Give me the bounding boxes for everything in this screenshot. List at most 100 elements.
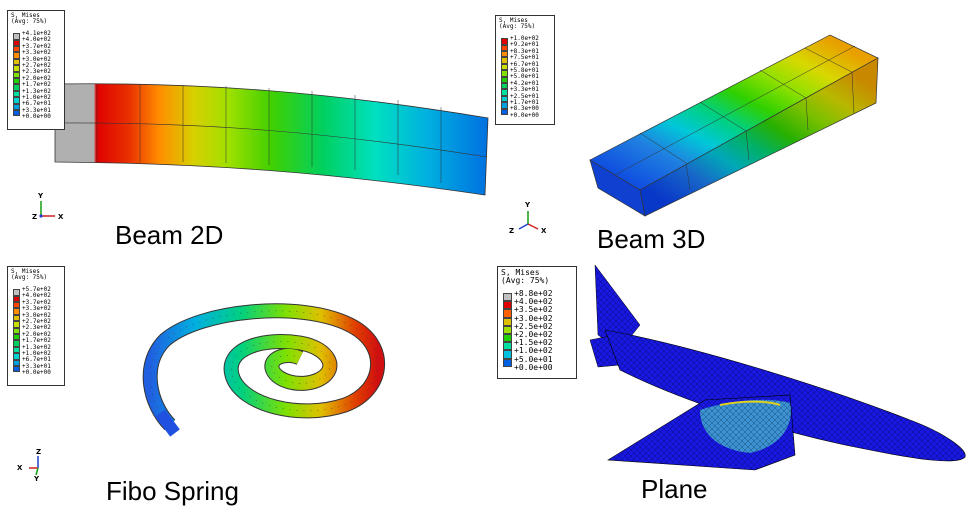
legend-swatch: [13, 308, 20, 315]
legend-value: +2.3e+02: [22, 68, 51, 76]
fibo-spring-panel: S, Mises (Avg: 75%) +5.7e+02 +4.0e+02 +3.7…: [0, 255, 490, 509]
fibo-spring-caption: Fibo Spring: [106, 476, 239, 506]
legend-swatch: [13, 65, 20, 72]
legend-value: +3.3e+01: [22, 362, 51, 370]
legend-swatch: [501, 70, 508, 77]
axis-z-label: Z: [509, 227, 515, 235]
legend-swatch: [13, 103, 20, 110]
legend-value: +3.3e+02: [22, 49, 51, 57]
plane-caption: Plane: [641, 474, 708, 504]
legend-swatch: [13, 353, 20, 360]
legend-value: +3.3e+01: [510, 86, 539, 94]
beam-2d-caption: Beam 2D: [115, 220, 224, 250]
axis-triad-icon: [39, 201, 55, 218]
legend-swatch: [503, 317, 512, 326]
axis-triad-icon: [518, 211, 539, 230]
legend-value: +5.7e+02: [22, 286, 51, 293]
legend-swatch: [501, 57, 508, 64]
legend-swatch: [501, 44, 508, 51]
legend-swatch: [501, 108, 508, 115]
legend-value: +0.0e+00: [514, 362, 553, 372]
legend-swatch: [13, 52, 20, 59]
legend-value: +4.0e+02: [514, 297, 553, 307]
legend-value: +6.7e+01: [510, 60, 539, 68]
legend-title: S, Mises: [11, 12, 40, 19]
legend-swatch: [13, 359, 20, 366]
legend-swatch: [13, 77, 20, 85]
legend-value: +4.0e+02: [22, 36, 51, 44]
legend-swatch: [503, 342, 512, 351]
legend-swatch: [503, 325, 512, 335]
legend-swatch: [13, 295, 20, 302]
axis-y-label: Y: [38, 192, 44, 200]
legend-value: +8.3e+01: [510, 47, 539, 55]
legend-value: +8.3e+00: [510, 105, 539, 113]
legend-value: +1.0e+02: [514, 346, 553, 356]
legend-value: +2.3e+02: [22, 324, 51, 332]
legend-value: +3.3e+01: [22, 106, 51, 114]
legend-swatch: [501, 102, 508, 109]
axis-x-label: X: [541, 227, 547, 235]
axis-triad-icon: [29, 456, 39, 476]
legend-swatch: [503, 301, 512, 310]
legend-value: +0.0e+00: [510, 111, 539, 119]
legend-swatch: [13, 314, 20, 322]
axis-y-label: Y: [34, 475, 40, 483]
fibo-spring-model: [142, 303, 385, 437]
legend-value: +9.2e+01: [510, 41, 539, 49]
legend-value: +6.7e+01: [22, 100, 51, 108]
legend-value: +1.3e+02: [22, 343, 51, 351]
axis-z-label: Z: [36, 448, 42, 456]
beam-2d-legend: S, Mises (Avg: 75%) +4.1e+02 +4.0e+02 +3.7…: [7, 10, 65, 130]
legend-value: +2.5e+02: [514, 321, 553, 331]
plane-legend: S, Mises (Avg: 75%) +8.8e+02 +4.0e+02 +3.5…: [497, 266, 577, 379]
plane-model: [589, 264, 966, 471]
legend-value: +5.0e+01: [514, 354, 553, 364]
legend-swatch: [13, 346, 20, 354]
legend-swatch: [503, 293, 512, 302]
legend-value: +4.0e+02: [22, 292, 51, 300]
legend-title: S, Mises: [11, 268, 40, 275]
legend-swatch: [13, 45, 20, 53]
fibo-spring-axis-triad: Z X Y: [14, 448, 56, 483]
legend-value: +6.7e+01: [22, 356, 51, 364]
legend-value: +1.0e+02: [22, 350, 51, 357]
legend-swatch: [501, 89, 508, 96]
legend-value: +1.0e+02: [22, 94, 51, 101]
legend-value: +7.5e+01: [510, 54, 539, 62]
legend-swatch: [13, 71, 20, 78]
legend-swatch: [501, 82, 508, 90]
legend-value: +1.7e+02: [22, 81, 51, 89]
beam-3d-panel: S, Mises (Avg: 75%) +1.0e+02 +9.2e+01 +8.3…: [490, 0, 972, 255]
legend-value: +2.0e+02: [514, 330, 553, 339]
plane-panel: S, Mises (Avg: 75%) +8.8e+02 +4.0e+02 +3.5…: [490, 255, 972, 509]
legend-swatch: [13, 90, 20, 98]
legend-value: +1.7e+01: [510, 99, 539, 106]
legend-value: +4.1e+02: [22, 30, 51, 37]
beam-2d-model: [54, 83, 489, 196]
legend-swatch: [501, 95, 508, 103]
legend-value: +3.3e+02: [22, 305, 51, 313]
legend-swatch: [13, 365, 20, 373]
legend-value: +0.0e+00: [22, 369, 51, 377]
legend-value: +2.5e+01: [510, 92, 539, 100]
beam-3d-axis-triad: Y Z X: [508, 200, 550, 236]
legend-swatch: [13, 327, 20, 334]
legend-subtitle: (Avg: 75%): [501, 276, 550, 286]
legend-value: +2.0e+02: [22, 74, 51, 82]
legend-value: +3.0e+02: [22, 311, 51, 319]
legend-swatch: [13, 33, 20, 40]
legend-swatch: [13, 58, 20, 66]
axis-y-label: Y: [525, 201, 531, 209]
axis-x-label: X: [58, 213, 64, 221]
legend-subtitle: (Avg: 75%): [11, 274, 48, 282]
legend-value: +4.2e+01: [510, 79, 539, 87]
legend-swatch: [503, 334, 512, 343]
axis-x-label: X: [17, 464, 23, 472]
legend-swatch: [13, 39, 20, 46]
legend-value: +2.7e+02: [22, 62, 51, 69]
legend-swatch: [13, 289, 20, 296]
legend-title: S, Mises: [499, 17, 528, 24]
legend-swatch: [13, 321, 20, 328]
legend-value: +1.3e+02: [22, 87, 51, 95]
